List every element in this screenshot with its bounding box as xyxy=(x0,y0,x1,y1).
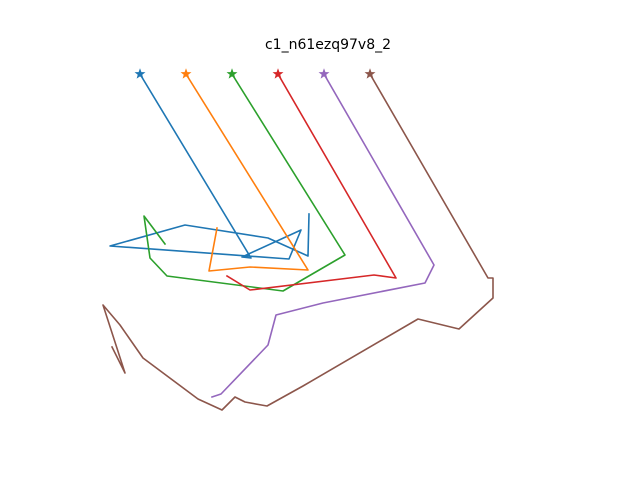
trace-line-1 xyxy=(109,72,310,260)
trace-line-4 xyxy=(225,72,397,291)
trace-line-6 xyxy=(102,72,494,411)
start-star-marker-3 xyxy=(226,68,238,79)
trace-line-2 xyxy=(184,72,309,272)
start-star-marker-6 xyxy=(364,68,376,79)
marker-layer xyxy=(134,68,376,79)
start-star-marker-5 xyxy=(318,68,330,79)
trace-layer xyxy=(102,72,494,411)
start-star-marker-2 xyxy=(180,68,192,79)
figure-title: c1_n61ezq97v8_2 xyxy=(265,37,391,53)
start-star-marker-4 xyxy=(272,68,284,79)
start-star-marker-1 xyxy=(134,68,146,79)
trace-line-3 xyxy=(143,72,346,292)
trace-line-5 xyxy=(210,72,435,399)
